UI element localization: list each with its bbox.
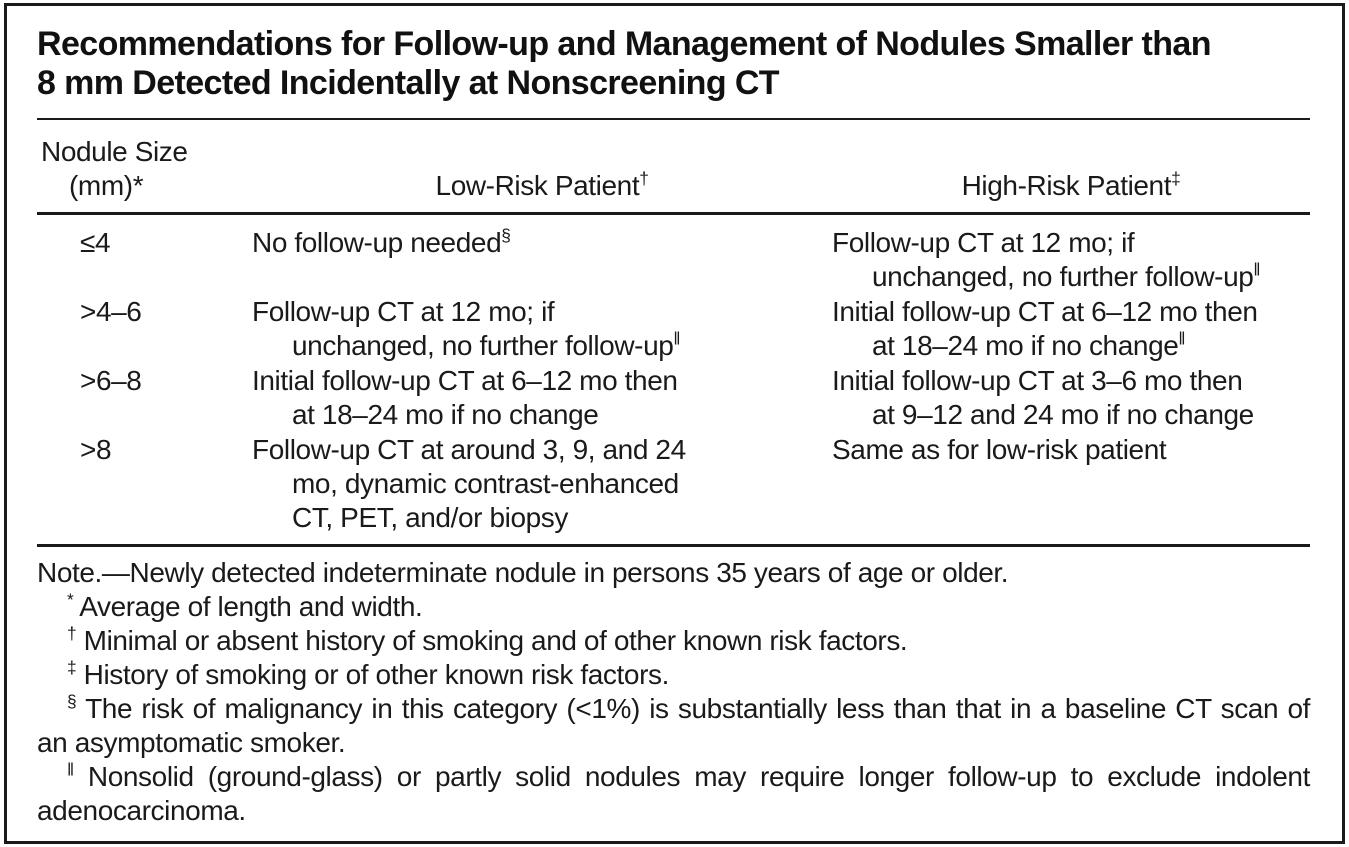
nodule-size-value: >8 [80,434,112,465]
cell-text-line: Same as for low-risk patient [832,433,1310,467]
column-header-nodule-size: Nodule Size (mm)* [37,135,252,203]
nodule-size-value: ≤4 [80,227,111,258]
cell-text-line: Follow-up CT at 12 mo; if [832,226,1310,260]
footnote-ref-parallel-icon: ‖ [673,328,681,349]
table-body: ≤4 No follow-up needed§ Follow-up CT at … [37,226,1310,535]
cell-text-line: Follow-up CT at 12 mo; if [252,295,818,329]
cell-nodule-size: >4–6 [37,295,252,329]
footnote-marker-dagger-icon: † [67,623,77,644]
footnote-marker-parallel-icon: ‖ [67,759,74,780]
table-frame: Recommendations for Follow-up and Manage… [4,3,1345,844]
cell-text: Follow-up CT at 12 mo; if [252,296,555,327]
table-header-row: Nodule Size (mm)* Low-Risk Patient† High… [37,135,1310,203]
low-risk-header-text: Low-Risk Patient [435,170,640,201]
cell-nodule-size: >8 [37,433,252,467]
footnote-text: Average of length and width. [79,591,423,622]
cell-low-risk: Initial follow-up CT at 6–12 mo then at … [252,364,832,432]
cell-text-line: unchanged, no further follow-up‖ [252,329,818,363]
cell-low-risk: Follow-up CT at 12 mo; if unchanged, no … [252,295,832,363]
high-risk-header-text: High-Risk Patient [961,170,1172,201]
footnotes-section: Note.—Newly detected indeterminate nodul… [37,556,1310,828]
cell-high-risk: Same as for low-risk patient [832,433,1310,467]
cell-text: CT, PET, and/or biopsy [292,502,568,533]
body-divider [37,544,1310,547]
header-divider [37,212,1310,215]
nodule-size-value: >6–8 [80,365,142,396]
table-row: >4–6 Follow-up CT at 12 mo; if unchanged… [37,295,1310,363]
footnote-text: History of smoking or of other known ris… [83,659,670,690]
cell-text: unchanged, no further follow-up [872,261,1254,292]
cell-low-risk: Follow-up CT at around 3, 9, and 24 mo, … [252,433,832,535]
cell-text-line: at 9–12 and 24 mo if no change [832,398,1310,432]
cell-text-line: Initial follow-up CT at 3–6 mo then [832,364,1310,398]
footnote-ref-double-dagger-icon: ‡ [1171,168,1181,189]
cell-text: Follow-up CT at 12 mo; if [832,227,1135,258]
column-header-high-risk: High-Risk Patient‡ [832,169,1310,203]
table-note: Note.—Newly detected indeterminate nodul… [37,557,1009,588]
footnote-double-dagger: ‡ History of smoking or of other known r… [37,658,1310,692]
table-row: >8 Follow-up CT at around 3, 9, and 24 m… [37,433,1310,535]
cell-text-line: unchanged, no further follow-up‖ [832,260,1310,294]
cell-text-line: at 18–24 mo if no change [252,398,818,432]
footnote-asterisk: * Average of length and width. [37,590,1310,624]
table-title: Recommendations for Follow-up and Manage… [37,25,1310,103]
footnote-marker-double-dagger-icon: ‡ [67,657,77,678]
footnote-ref-dagger-icon: † [639,168,649,189]
cell-nodule-size: >6–8 [37,364,252,398]
footnote-ref-section-icon: § [501,225,511,246]
footnote-marker-section-icon: § [67,691,77,712]
table-title-line2: 8 mm Detected Incidentally at Nonscreeni… [37,64,780,102]
table-title-line1: Recommendations for Follow-up and Manage… [37,25,1211,63]
cell-text: Initial follow-up CT at 6–12 mo then [252,365,678,396]
cell-high-risk: Initial follow-up CT at 3–6 mo then at 9… [832,364,1310,432]
cell-text-line: CT, PET, and/or biopsy [252,501,818,535]
cell-text: at 18–24 mo if no change [872,330,1179,361]
footnote-parallel: ‖ Nonsolid (ground-glass) or partly soli… [37,760,1310,828]
cell-low-risk: No follow-up needed§ [252,226,832,260]
cell-text-line: Follow-up CT at around 3, 9, and 24 [252,433,818,467]
cell-text: at 9–12 and 24 mo if no change [872,399,1254,430]
cell-text: mo, dynamic contrast-enhanced [292,468,679,499]
cell-text-line: at 18–24 mo if no change‖ [832,329,1310,363]
footnote-dagger: † Minimal or absent history of smoking a… [37,624,1310,658]
cell-text: at 18–24 mo if no change [292,399,599,430]
cell-high-risk: Initial follow-up CT at 6–12 mo then at … [832,295,1310,363]
cell-text: Initial follow-up CT at 3–6 mo then [832,365,1243,396]
footnote-text: Nonsolid (ground-glass) or partly solid … [37,761,1310,826]
cell-nodule-size: ≤4 [37,226,252,260]
column-header-low-risk: Low-Risk Patient† [252,169,832,203]
footnote-text: Minimal or absent history of smoking and… [83,625,908,656]
table-row: >6–8 Initial follow-up CT at 6–12 mo the… [37,364,1310,432]
footnote-ref-parallel-icon: ‖ [1178,328,1186,349]
cell-text-line: Initial follow-up CT at 6–12 mo then [832,295,1310,329]
table-row: ≤4 No follow-up needed§ Follow-up CT at … [37,226,1310,294]
nodule-size-header-line2: (mm)* [69,170,144,201]
cell-text: Same as for low-risk patient [832,434,1167,465]
nodule-size-value: >4–6 [80,296,142,327]
cell-text-line: No follow-up needed§ [252,226,818,260]
cell-text-line: mo, dynamic contrast-enhanced [252,467,818,501]
cell-text: No follow-up needed [252,227,502,258]
cell-text: unchanged, no further follow-up [292,330,674,361]
cell-text: Follow-up CT at around 3, 9, and 24 [252,434,686,465]
cell-text-line: Initial follow-up CT at 6–12 mo then [252,364,818,398]
footnote-text: The risk of malignancy in this category … [37,693,1310,758]
footnote-ref-parallel-icon: ‖ [1253,259,1261,280]
footnote-section: § The risk of malignancy in this categor… [37,692,1310,760]
footnote-marker-asterisk-icon: * [67,589,74,610]
title-divider [37,118,1310,120]
nodule-size-header-line1: Nodule Size [41,136,188,167]
cell-text: Initial follow-up CT at 6–12 mo then [832,296,1258,327]
cell-high-risk: Follow-up CT at 12 mo; if unchanged, no … [832,226,1310,294]
